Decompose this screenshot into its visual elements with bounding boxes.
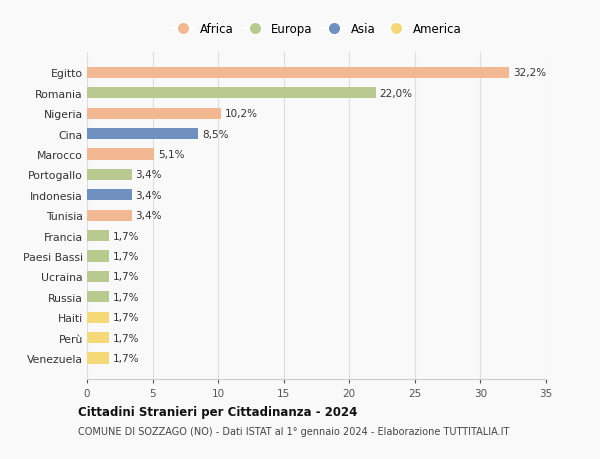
Text: 5,1%: 5,1% [158,150,184,160]
Text: 1,7%: 1,7% [113,353,140,363]
Text: 1,7%: 1,7% [113,272,140,282]
Bar [87,230,109,242]
Bar [87,67,509,79]
Bar [87,312,109,323]
Text: Cittadini Stranieri per Cittadinanza - 2024: Cittadini Stranieri per Cittadinanza - 2… [78,405,358,419]
Bar [87,169,131,180]
Text: 3,4%: 3,4% [136,170,162,180]
Text: 10,2%: 10,2% [224,109,258,119]
Bar [87,332,109,343]
Text: 32,2%: 32,2% [513,68,547,78]
Bar [87,251,109,262]
Bar [87,129,199,140]
Legend: Africa, Europa, Asia, America: Africa, Europa, Asia, America [168,20,465,39]
Text: 1,7%: 1,7% [113,231,140,241]
Text: 8,5%: 8,5% [202,129,229,139]
Bar [87,210,131,221]
Bar [87,271,109,282]
Text: 1,7%: 1,7% [113,292,140,302]
Bar [87,108,221,119]
Text: 3,4%: 3,4% [136,211,162,221]
Bar [87,190,131,201]
Bar [87,149,154,160]
Text: 1,7%: 1,7% [113,333,140,343]
Text: 1,7%: 1,7% [113,252,140,262]
Text: 1,7%: 1,7% [113,313,140,323]
Text: 22,0%: 22,0% [379,89,412,99]
Bar [87,291,109,303]
Bar [87,353,109,364]
Bar [87,88,376,99]
Text: COMUNE DI SOZZAGO (NO) - Dati ISTAT al 1° gennaio 2024 - Elaborazione TUTTITALIA: COMUNE DI SOZZAGO (NO) - Dati ISTAT al 1… [78,426,509,436]
Text: 3,4%: 3,4% [136,190,162,201]
